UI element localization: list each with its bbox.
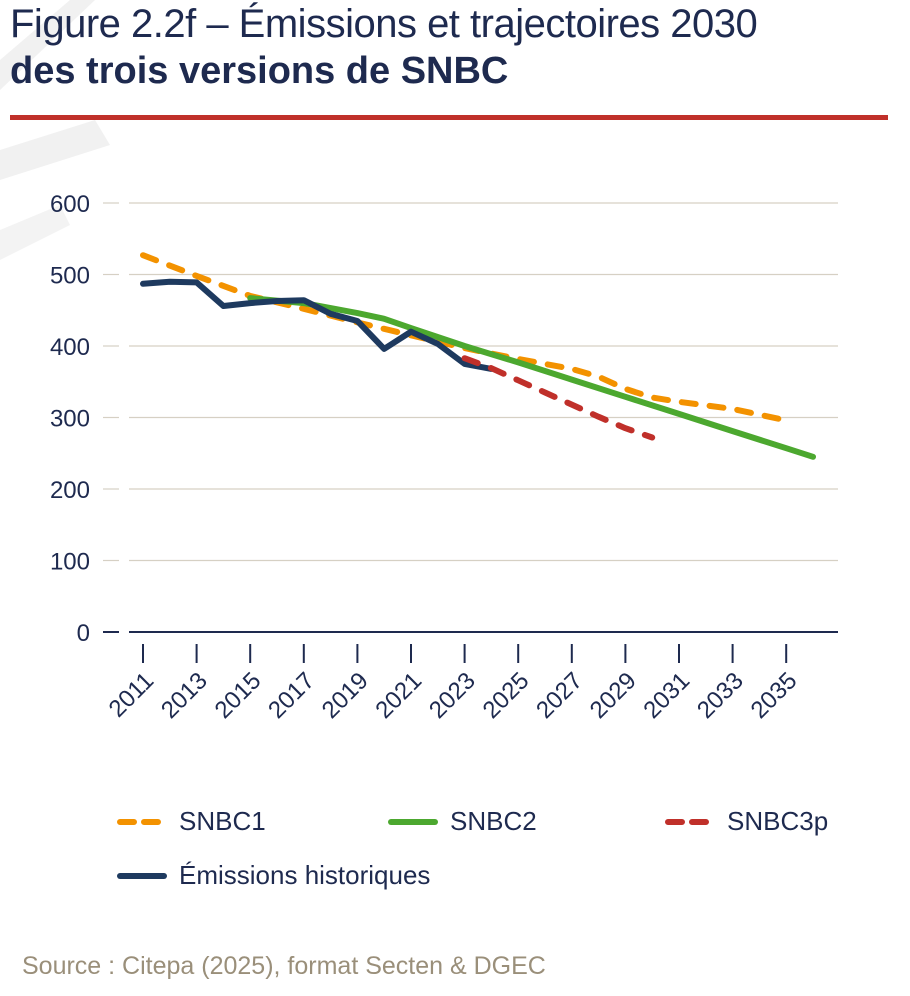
y-tick-label: 500 — [50, 263, 90, 290]
y-tick-label: 400 — [50, 334, 90, 361]
x-tick-label: 2029 — [585, 667, 642, 724]
x-tick-label: 2011 — [104, 667, 160, 723]
legend-swatch-solid-navy — [117, 872, 167, 879]
legend-item-snbc1: SNBC1 — [117, 806, 266, 837]
x-tick-label: 2035 — [746, 667, 803, 724]
series-lines — [140, 252, 816, 460]
series-line-snbc1 — [140, 252, 790, 424]
y-tick-label: 600 — [50, 191, 90, 218]
source-note: Source : Citepa (2025), format Secten & … — [22, 952, 546, 980]
tick-labels: 0100200300400500600201120132015201720192… — [50, 191, 802, 724]
x-tick-label: 2033 — [692, 667, 749, 724]
x-tick-label: 2023 — [424, 667, 481, 724]
x-tick-label: 2031 — [638, 667, 695, 724]
line-chart: 0100200300400500600201120132015201720192… — [50, 191, 838, 724]
chart-title-line-2: des trois versions de SNBC — [10, 50, 509, 92]
x-tick-label: 2017 — [263, 667, 320, 724]
legend-label: SNBC2 — [450, 806, 537, 836]
y-tick-label: 200 — [50, 477, 90, 504]
x-tick-label: 2015 — [210, 667, 267, 724]
y-tick-label: 100 — [50, 549, 90, 576]
y-tick-label: 300 — [50, 406, 90, 433]
chart-title-line-1: Figure 2.2f – Émissions et trajectoires … — [10, 2, 758, 46]
legend-item-snbc2: SNBC2 — [388, 806, 537, 837]
x-tick-label: 2019 — [317, 667, 374, 724]
legend-swatch-solid-green — [388, 818, 438, 825]
x-tick-label: 2021 — [370, 667, 427, 724]
axes — [129, 631, 838, 663]
legend-swatch-dashed-orange — [117, 818, 167, 825]
y-tick-label: 0 — [77, 620, 90, 647]
x-tick-label: 2013 — [156, 667, 213, 724]
legend-item-snbc3p: SNBC3p — [665, 806, 828, 837]
legend-label: SNBC1 — [179, 806, 266, 836]
legend-label: SNBC3p — [727, 806, 829, 836]
legend-swatch-dashed-red — [665, 818, 715, 825]
grid-lines — [103, 202, 838, 633]
legend: SNBC1 SNBC2 SNBC3p Émissions historiques — [0, 790, 910, 910]
series-line-snbc3p — [461, 355, 656, 441]
x-tick-label: 2027 — [531, 667, 588, 724]
watermark-graphic — [0, 0, 110, 260]
series-line-emissions-historiques — [140, 278, 495, 372]
legend-item-historical: Émissions historiques — [117, 860, 430, 891]
legend-label: Émissions historiques — [179, 860, 431, 890]
series-line-snbc2 — [247, 295, 816, 460]
title-divider — [10, 115, 888, 120]
x-tick-label: 2025 — [478, 667, 535, 724]
